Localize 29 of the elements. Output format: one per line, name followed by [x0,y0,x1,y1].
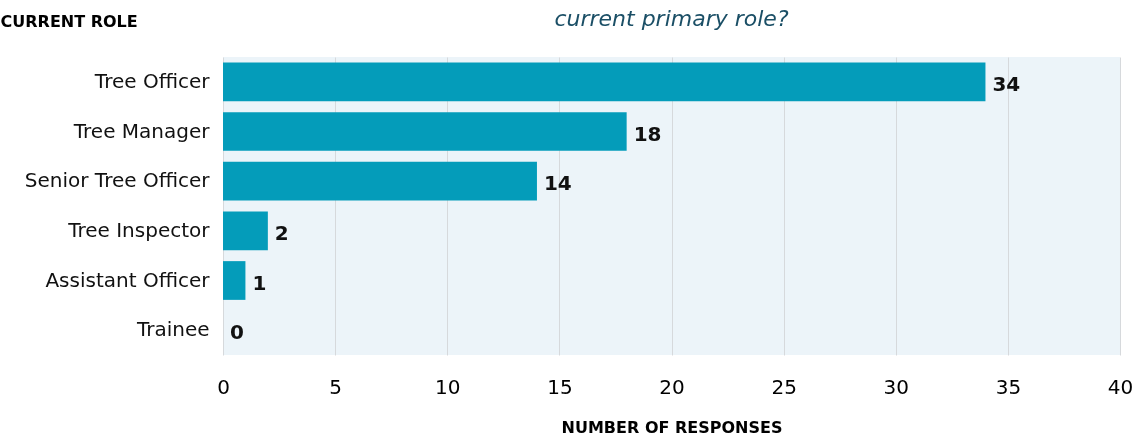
x-tick-label: 30 [883,374,909,399]
bar [223,211,268,251]
bar [223,261,246,300]
x-tick-label: 10 [435,374,461,399]
bar [223,161,537,201]
data-label: 34 [992,71,1021,96]
y-tick-label: Trainee [135,317,210,342]
y-tick-label: Assistant Officer [45,267,211,292]
x-tick-label: 0 [217,374,230,399]
x-tick-label: 15 [547,374,573,399]
x-tick-label: 20 [659,374,685,399]
y-tick-label: Tree Inspector [67,217,211,242]
y-tick-label: Tree Officer [93,68,211,93]
x-axis-title: NUMBER OF RESPONSES [561,417,783,437]
x-tick-label: 25 [771,374,797,399]
data-label: 0 [230,320,244,345]
bar [223,62,986,102]
chart-title: current primary role? [554,6,789,31]
data-label: 18 [633,121,662,146]
y-tick-label: Tree Manager [72,118,211,143]
bar [223,112,627,151]
y-axis-title: CURRENT ROLE [0,11,138,31]
data-label: 2 [274,220,289,245]
x-tick-label: 35 [995,374,1022,399]
data-label: 14 [543,171,572,196]
y-tick-label: Senior Tree Officer [24,168,211,193]
data-label: 1 [252,270,267,295]
x-tick-label: 40 [1107,374,1134,399]
x-tick-label: 5 [329,374,342,399]
